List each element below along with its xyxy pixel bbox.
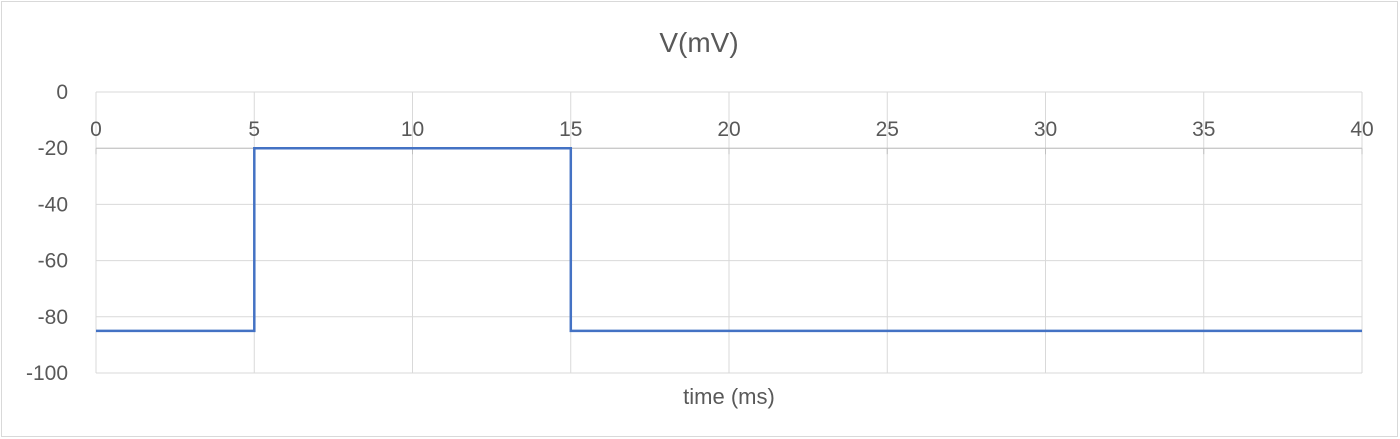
x-tick-label: 0 bbox=[90, 118, 102, 141]
x-tick-label: 10 bbox=[401, 118, 424, 141]
x-tick-label: 15 bbox=[559, 118, 582, 141]
x-tick-label: 40 bbox=[1350, 118, 1373, 141]
x-tick-label: 30 bbox=[1034, 118, 1057, 141]
x-tick-label: 20 bbox=[717, 118, 740, 141]
y-tick-label: 0 bbox=[56, 81, 68, 104]
y-tick-label: -40 bbox=[38, 193, 68, 216]
x-axis-title: time (ms) bbox=[683, 384, 775, 409]
labels: V(mV) time (ms) 0 -20 -40 -60 -80 -100 0 5 10 15 2… bbox=[26, 27, 1374, 409]
x-tick-label: 5 bbox=[248, 118, 260, 141]
x-tick-label: 25 bbox=[876, 118, 899, 141]
series-layer bbox=[96, 146, 1362, 333]
x-tick-label: 35 bbox=[1192, 118, 1215, 141]
chart-title: V(mV) bbox=[659, 27, 738, 58]
series-line-1 bbox=[96, 146, 1362, 333]
y-tick-label: -20 bbox=[38, 137, 68, 160]
y-tick-label: -60 bbox=[38, 250, 68, 273]
y-tick-label: -80 bbox=[38, 306, 68, 329]
y-tick-label: -100 bbox=[26, 362, 68, 385]
